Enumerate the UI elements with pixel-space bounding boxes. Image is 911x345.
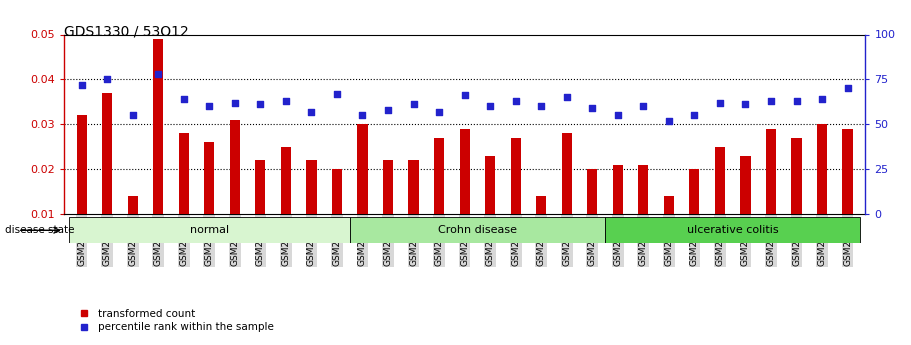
Point — [126, 112, 140, 118]
Bar — [383, 160, 394, 214]
Point — [202, 104, 217, 109]
Text: normal: normal — [189, 225, 229, 235]
Point — [814, 96, 829, 102]
Point — [457, 93, 472, 98]
Point — [100, 77, 115, 82]
Legend: transformed count, percentile rank within the sample: transformed count, percentile rank withi… — [69, 305, 278, 336]
Bar — [153, 39, 163, 214]
Bar — [741, 156, 751, 214]
Point — [432, 109, 446, 115]
Point — [177, 96, 191, 102]
Bar — [102, 93, 112, 214]
Bar — [613, 165, 623, 214]
Point — [687, 112, 701, 118]
Bar — [408, 160, 419, 214]
Point — [534, 104, 548, 109]
Bar — [664, 196, 674, 214]
Bar — [843, 129, 853, 214]
Bar — [230, 120, 240, 214]
Bar — [128, 196, 138, 214]
Point — [279, 98, 293, 104]
Bar — [459, 129, 470, 214]
Bar — [306, 160, 316, 214]
Point — [636, 104, 650, 109]
Bar — [255, 160, 265, 214]
Bar — [561, 133, 572, 214]
Point — [253, 102, 268, 107]
Point — [483, 104, 497, 109]
Point — [559, 95, 574, 100]
Bar — [510, 138, 521, 214]
Point — [228, 100, 242, 106]
Point — [304, 109, 319, 115]
Text: ulcerative colitis: ulcerative colitis — [687, 225, 779, 235]
Bar — [715, 147, 725, 214]
Point — [789, 98, 804, 104]
Bar — [536, 196, 547, 214]
Point — [75, 82, 89, 88]
Bar — [281, 147, 291, 214]
Point — [381, 107, 395, 112]
Point — [840, 86, 855, 91]
Point — [661, 118, 676, 124]
Bar — [434, 138, 445, 214]
Bar — [485, 156, 496, 214]
Bar — [588, 169, 598, 214]
Bar — [817, 124, 827, 214]
Point — [406, 102, 421, 107]
Bar — [332, 169, 342, 214]
Bar — [350, 217, 605, 243]
Bar — [204, 142, 214, 214]
Bar — [792, 138, 802, 214]
Point — [585, 105, 599, 111]
Text: disease state: disease state — [5, 225, 74, 235]
Bar — [357, 124, 368, 214]
Bar — [69, 217, 350, 243]
Point — [508, 98, 523, 104]
Text: Crohn disease: Crohn disease — [438, 225, 517, 235]
Bar — [690, 169, 700, 214]
Point — [151, 71, 166, 77]
Point — [330, 91, 344, 97]
Bar — [605, 217, 860, 243]
Point — [355, 112, 370, 118]
Point — [763, 98, 778, 104]
Point — [738, 102, 752, 107]
Bar — [179, 133, 189, 214]
Point — [610, 112, 625, 118]
Bar — [639, 165, 649, 214]
Point — [712, 100, 727, 106]
Text: GDS1330 / 53O12: GDS1330 / 53O12 — [64, 24, 189, 38]
Bar — [77, 115, 87, 214]
Bar — [766, 129, 776, 214]
